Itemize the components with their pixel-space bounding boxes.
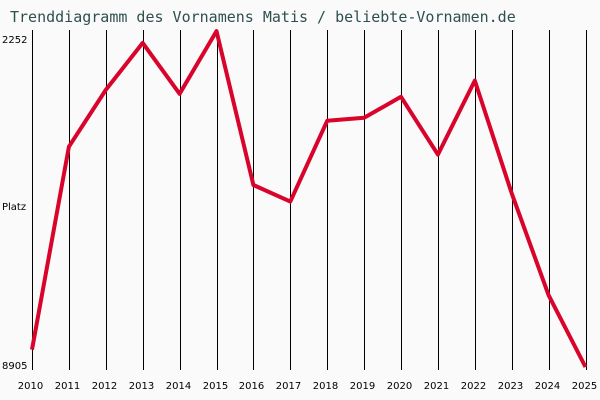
x-tick-label-2017: 2017: [275, 381, 302, 392]
x-tick-label-2010: 2010: [17, 381, 44, 392]
x-tick-label-2022: 2022: [460, 381, 487, 392]
x-tick-label-2016: 2016: [238, 381, 265, 392]
y-axis-bottom-label: 8905: [2, 361, 28, 372]
x-tick-label-2023: 2023: [497, 381, 524, 392]
y-axis-top-label: 2252: [2, 35, 28, 46]
x-tick-label-2025: 2025: [571, 381, 598, 392]
y-axis-title: Platz: [2, 202, 27, 213]
x-tick-label-2013: 2013: [128, 381, 155, 392]
x-tick-label-2021: 2021: [423, 381, 450, 392]
x-tick-label-2011: 2011: [54, 381, 81, 392]
x-tick-label-2019: 2019: [349, 381, 376, 392]
x-tick-label-2015: 2015: [202, 381, 229, 392]
x-tick-label-2014: 2014: [165, 381, 192, 392]
x-tick-label-2018: 2018: [312, 381, 339, 392]
x-tick-label-2024: 2024: [534, 381, 561, 392]
series-line-matis: [30, 29, 588, 368]
x-tick-label-2012: 2012: [91, 381, 118, 392]
chart-title: Trenddiagramm des Vornamens Matis / beli…: [10, 8, 516, 26]
x-tick-label-2020: 2020: [386, 381, 413, 392]
vertical-gridlines: [32, 30, 587, 370]
